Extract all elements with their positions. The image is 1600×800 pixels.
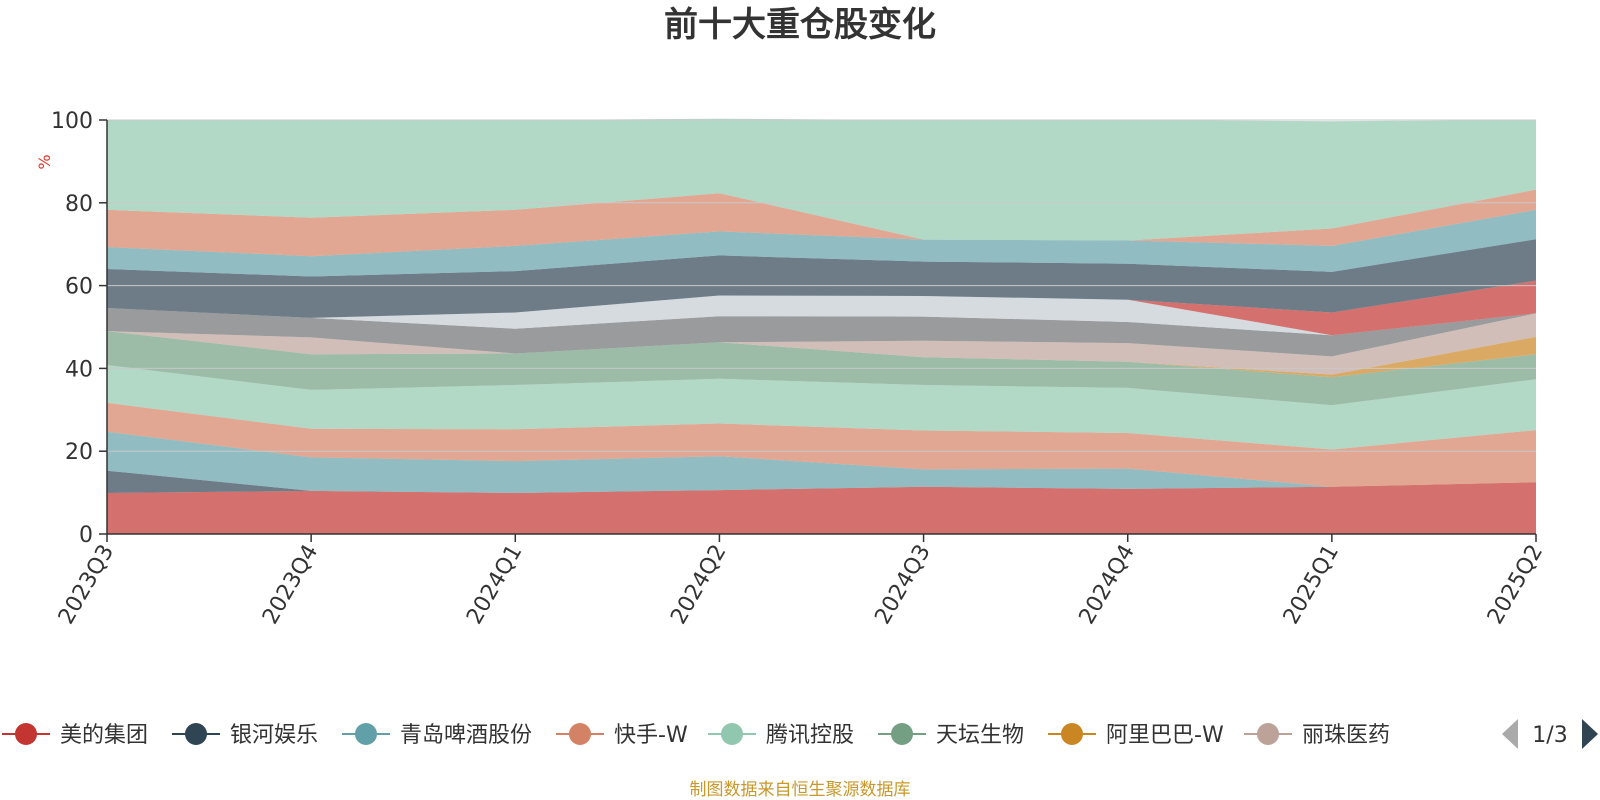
legend-item[interactable]: 腾讯控股 bbox=[708, 723, 854, 748]
legend-label: 丽珠医药 bbox=[1302, 723, 1390, 748]
x-tick-label: 2025Q2 bbox=[1483, 541, 1548, 629]
legend-item[interactable]: 阿里巴巴-W bbox=[1048, 723, 1224, 748]
area-series-9 bbox=[107, 308, 1536, 357]
y-axis-unit: % bbox=[35, 154, 54, 169]
legend-label: 快手-W bbox=[614, 723, 688, 748]
legend-item[interactable]: 快手-W bbox=[556, 723, 688, 748]
y-tick-label: 0 bbox=[79, 523, 93, 548]
legend-label: 腾讯控股 bbox=[766, 723, 854, 748]
legend-item[interactable]: 美的集团 bbox=[2, 723, 148, 748]
legend-circle-icon bbox=[1061, 723, 1083, 745]
legend-label: 美的集团 bbox=[60, 723, 148, 748]
area-series-4 bbox=[107, 402, 1536, 487]
y-tick-label: 100 bbox=[51, 109, 93, 134]
legend-label: 银河娱乐 bbox=[230, 723, 318, 748]
area-series-7 bbox=[107, 331, 1536, 378]
y-tick-label: 40 bbox=[65, 357, 93, 382]
area-series-2 bbox=[107, 470, 1536, 493]
area-series-5 bbox=[107, 365, 1536, 450]
y-tick-label: 20 bbox=[65, 440, 93, 465]
y-tick-label: 80 bbox=[65, 192, 93, 217]
x-tick-label: 2025Q1 bbox=[1279, 541, 1344, 629]
chart-title: 前十大重仓股变化 bbox=[664, 5, 936, 45]
x-tick-label: 2024Q4 bbox=[1075, 541, 1140, 629]
gridlines bbox=[107, 119, 1536, 452]
y-tick-label: 60 bbox=[65, 275, 93, 300]
area-series-11 bbox=[107, 280, 1536, 336]
triangle-right-icon[interactable] bbox=[1582, 719, 1598, 749]
legend-circle-icon bbox=[891, 723, 913, 745]
x-tick-label: 2024Q3 bbox=[870, 541, 935, 629]
legend-page-label: 1/3 bbox=[1532, 723, 1567, 748]
legend-label: 青岛啤酒股份 bbox=[400, 723, 532, 748]
area-series-group bbox=[107, 118, 1536, 534]
area-series-8 bbox=[107, 313, 1536, 375]
legend-label: 天坛生物 bbox=[936, 723, 1024, 748]
legend: 美的集团 银河娱乐 青岛啤酒股份 快手-W 腾讯控股 天坛生物 阿里巴巴-W 丽珠医药 1/3 bbox=[2, 719, 1598, 749]
legend-circle-icon bbox=[569, 723, 591, 745]
legend-circle-icon bbox=[15, 723, 37, 745]
area-series-15 bbox=[107, 118, 1536, 241]
x-tick-label: 2024Q1 bbox=[462, 541, 527, 629]
legend-label: 阿里巴巴-W bbox=[1106, 723, 1224, 748]
area-series-3 bbox=[107, 431, 1536, 493]
legend-circle-icon bbox=[355, 723, 377, 745]
legend-circle-icon bbox=[1257, 723, 1279, 745]
x-tick-label: 2023Q4 bbox=[258, 541, 323, 629]
legend-item[interactable]: 银河娱乐 bbox=[172, 723, 318, 748]
area-series-10 bbox=[107, 295, 1536, 336]
area-series-12 bbox=[107, 239, 1536, 318]
area-series-13 bbox=[107, 209, 1536, 277]
legend-item[interactable]: 丽珠医药 bbox=[1244, 723, 1390, 748]
legend-circle-icon bbox=[185, 723, 207, 745]
legend-circle-icon bbox=[721, 723, 743, 745]
x-tick-label: 2023Q3 bbox=[54, 541, 119, 629]
legend-item[interactable]: 青岛啤酒股份 bbox=[342, 723, 532, 748]
triangle-left-icon[interactable] bbox=[1502, 719, 1518, 749]
area-series-1 bbox=[107, 482, 1536, 534]
area-series-14 bbox=[107, 189, 1536, 257]
source-note: 制图数据来自恒生聚源数据库 bbox=[690, 780, 911, 800]
x-tick-label: 2024Q2 bbox=[666, 541, 731, 629]
legend-item[interactable]: 天坛生物 bbox=[878, 723, 1024, 748]
